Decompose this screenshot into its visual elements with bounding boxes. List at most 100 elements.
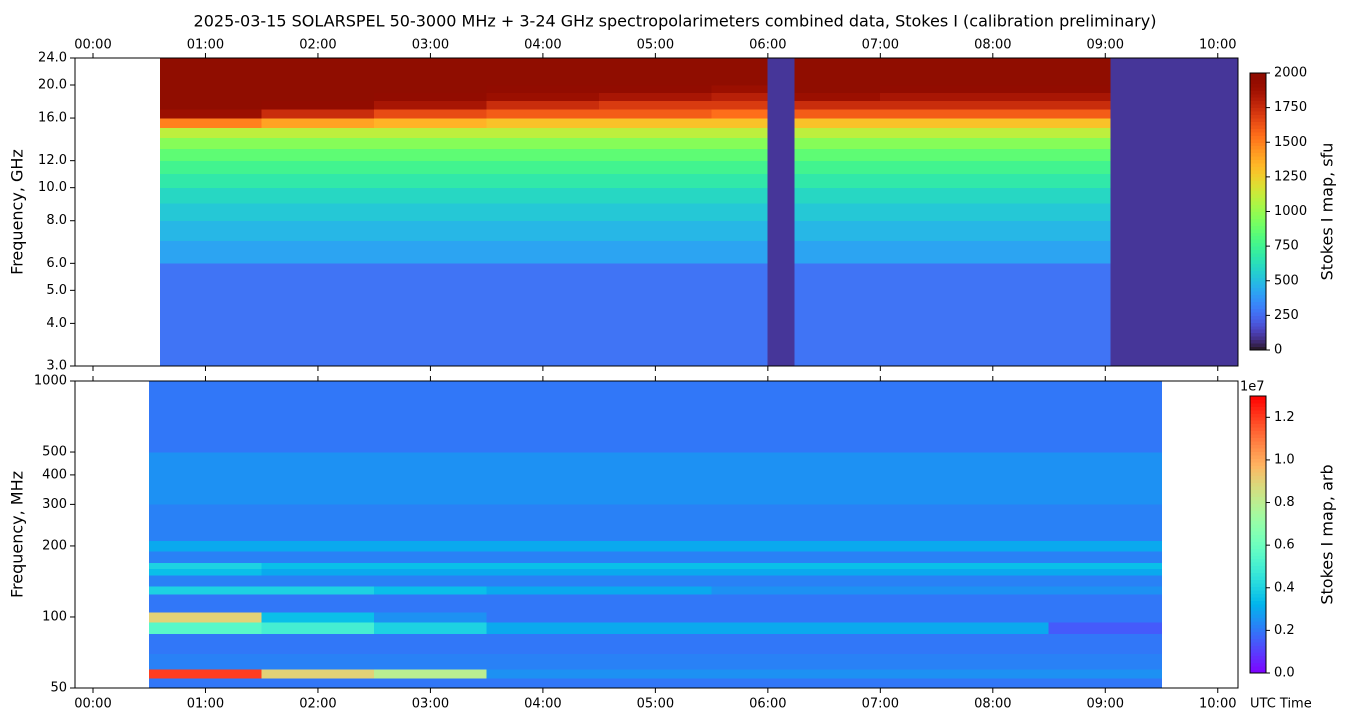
colorbar-swatch [1250,475,1266,480]
y-axis-label: Frequency, GHz [8,149,27,275]
heatmap-cell [992,70,1112,86]
colorbar-swatch [1250,242,1266,247]
heatmap-cell [160,57,263,72]
heatmap-cell [1048,451,1162,505]
colorbar-swatch [1250,544,1266,549]
colorbar-swatch [1250,610,1266,615]
heatmap-cell [486,263,600,367]
heatmap-cell [1048,550,1162,563]
colorbar-swatch [1250,399,1266,404]
heatmap-cell [148,677,263,689]
heatmap-cell [486,84,600,93]
x-tick-label: 06:00 [749,697,786,712]
y-tick-label: 50 [50,681,67,696]
heatmap-cell [486,550,600,563]
colorbar-swatch [1250,180,1266,185]
heatmap-cell [711,621,825,634]
heatmap-cell [880,57,994,72]
colorbar-swatch [1250,124,1266,129]
heatmap-cell [711,611,825,623]
heatmap-cell [486,602,600,613]
heatmap-cell [936,562,1050,570]
colorbar-tick-label: 500 [1274,273,1299,288]
colorbar-swatch [1250,600,1266,605]
heatmap-cell [373,240,487,264]
heatmap-cell [261,263,375,367]
colorbar-swatch [1250,402,1266,407]
heatmap-cell [261,160,375,174]
colorbar-swatch [1250,287,1266,292]
heatmap-cell [373,540,487,552]
heatmap-cell [794,117,881,128]
colorbar-swatch [1250,496,1266,501]
heatmap-cell [598,160,712,174]
heatmap-cell [1048,653,1162,670]
colorbar-swatch [1250,318,1266,323]
heatmap-cell [823,575,937,587]
heatmap-cell [598,137,712,150]
heatmap-cell [373,550,487,563]
heatmap-cell [711,585,825,595]
heatmap-cell [373,127,487,139]
colorbar-swatch [1250,669,1266,674]
heatmap-cell [1048,562,1162,570]
heatmap-cell [598,611,712,623]
colorbar-swatch [1250,163,1266,167]
colorbar-tick-label: 1500 [1274,135,1307,150]
colorbar-swatch [1250,114,1266,119]
colorbar-swatch [1250,256,1266,261]
heatmap-cell [936,669,1050,679]
heatmap-cell [1110,160,1239,174]
heatmap-cell [148,653,263,670]
heatmap-cell [261,562,375,570]
heatmap-cell [1110,148,1239,161]
colorbar-tick-label: 2000 [1274,66,1307,81]
colorbar-swatch [1250,259,1266,264]
heatmap-cell [373,611,487,623]
colorbar-swatch [1250,273,1266,278]
heatmap-cell [711,92,769,101]
colorbar-swatch [1250,589,1266,594]
heatmap-cell [486,653,600,670]
heatmap-cell [373,70,487,86]
colorbar-frame [1249,395,1267,674]
plot-frame [74,57,1239,367]
heatmap-cell [823,380,937,453]
colorbar-swatch [1250,142,1266,147]
heatmap-cell [1110,240,1239,264]
heatmap-cell [598,173,712,188]
heatmap-cell [598,202,712,222]
heatmap-cell [1048,593,1162,603]
heatmap-cell [767,108,796,119]
heatmap-cell [936,633,1050,654]
heatmap-cell [711,202,769,222]
colorbar-swatch [1250,406,1266,411]
heatmap-cell [880,137,994,150]
colorbar-swatch [1250,617,1266,622]
colorbar-swatch [1250,156,1266,161]
y-tick-label: 24.0 [38,51,67,66]
heatmap-cell [1048,633,1162,654]
heatmap-cell [486,585,600,595]
heatmap-cell [767,100,796,110]
heatmap-cell [598,70,712,86]
heatmap-cell [261,117,375,128]
colorbar-swatch [1250,555,1266,560]
heatmap-cell [711,137,769,150]
colorbar-swatch [1250,434,1266,439]
colorbar-swatch [1250,513,1266,518]
colorbar-swatch [1250,479,1266,484]
colorbar-swatch [1250,444,1266,449]
colorbar-swatch [1250,214,1266,219]
colorbar-offset: 1e7 [1240,380,1265,395]
colorbar-swatch [1250,208,1266,212]
heatmap-cell [598,621,712,634]
heatmap-cell [598,504,712,542]
heatmap-cell [992,187,1112,204]
heatmap-cell [823,593,937,603]
heatmap-cell [880,263,994,367]
colorbar-swatch [1250,239,1266,244]
colorbar-swatch [1250,138,1266,143]
heatmap-cell [261,575,375,587]
colorbar-swatch [1250,645,1266,650]
